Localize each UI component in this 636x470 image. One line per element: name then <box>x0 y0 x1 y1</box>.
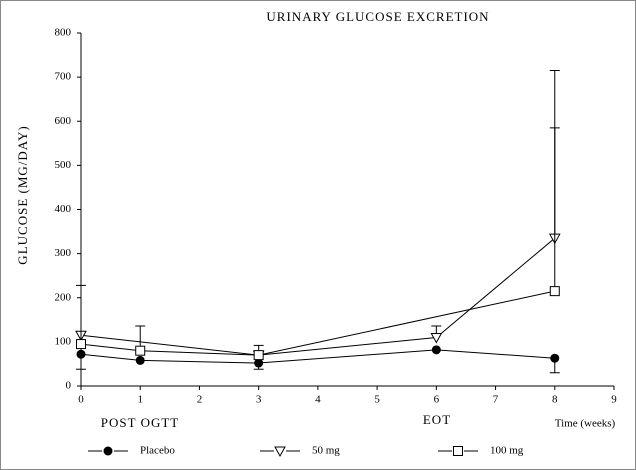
x-tick-label: 3 <box>256 394 262 406</box>
annotation: Time (weeks) <box>555 418 616 430</box>
marker <box>254 358 264 368</box>
annotation: EOT <box>423 412 451 427</box>
marker <box>431 345 441 355</box>
series-line <box>80 290 555 356</box>
marker <box>135 345 146 356</box>
y-tick-label: 100 <box>55 335 72 347</box>
y-tick-label: 400 <box>55 203 72 215</box>
y-tick-label: 0 <box>66 380 72 392</box>
x-tick-label: 9 <box>611 394 617 406</box>
legend-label: Placebo <box>140 445 175 457</box>
x-tick-label: 6 <box>434 394 440 406</box>
y-tick-label: 500 <box>55 159 72 171</box>
chart-title: URINARY GLUCOSE EXCRETION <box>266 9 489 24</box>
legend-label: 100 mg <box>490 445 524 457</box>
x-tick-label: 0 <box>78 394 84 406</box>
marker <box>253 350 264 361</box>
marker <box>430 332 443 344</box>
y-tick-label: 200 <box>55 291 72 303</box>
x-tick-label: 7 <box>493 394 499 406</box>
marker <box>76 339 86 350</box>
x-tick-label: 2 <box>197 394 203 406</box>
legend-marker <box>274 446 286 458</box>
x-tick-label: 1 <box>137 394 143 406</box>
x-tick-label: 5 <box>374 394 380 406</box>
marker <box>135 355 145 365</box>
legend-label: 50 mg <box>312 445 340 457</box>
x-tick-label: 8 <box>552 394 558 406</box>
annotation: POST OGTT <box>101 415 179 430</box>
marker <box>549 286 560 297</box>
legend-marker <box>453 446 463 456</box>
y-tick-label: 700 <box>55 71 72 83</box>
x-tick-label: 4 <box>315 394 321 406</box>
series-line <box>80 237 556 356</box>
marker <box>76 349 86 359</box>
y-tick-label: 600 <box>55 115 72 127</box>
marker <box>550 353 560 363</box>
y-tick-label: 300 <box>55 247 72 259</box>
y-axis-label: GLUCOSE (MG/DAY) <box>15 125 30 264</box>
y-tick-label: 800 <box>55 27 72 39</box>
legend-marker <box>103 446 113 456</box>
